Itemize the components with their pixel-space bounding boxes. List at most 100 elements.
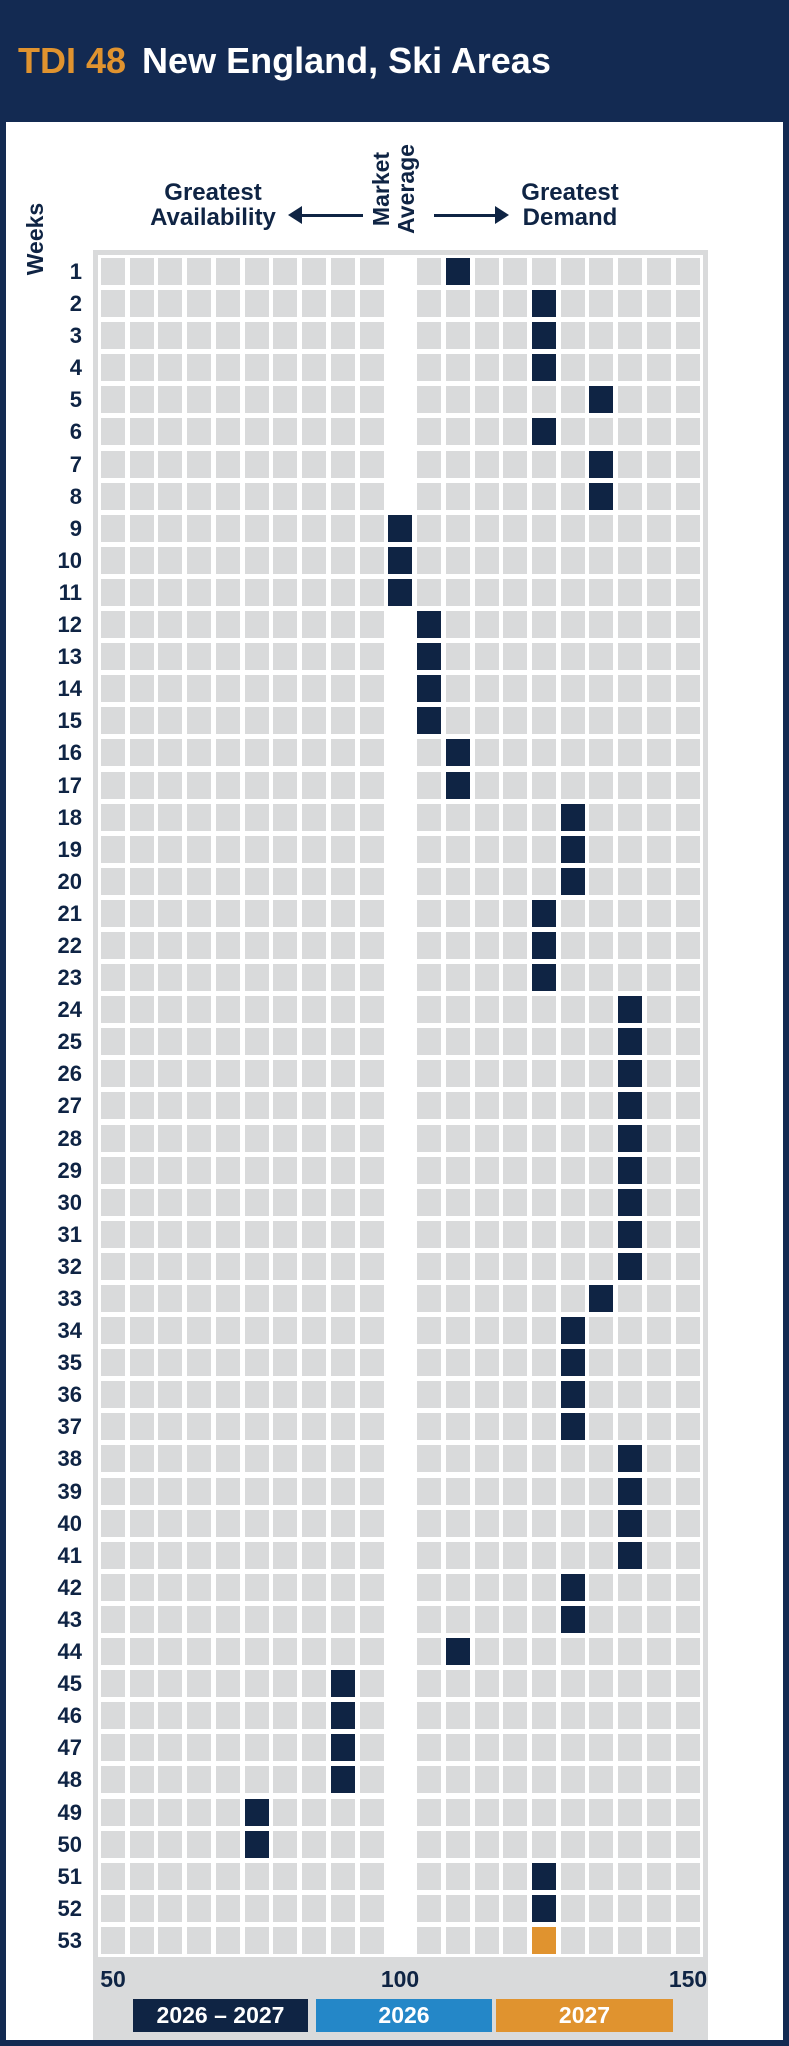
grid-cell — [532, 739, 557, 767]
grid-cell — [445, 1445, 470, 1473]
grid-cell — [215, 514, 240, 542]
grid-cell — [244, 1156, 269, 1184]
grid-cell — [158, 1349, 183, 1377]
grid-cell — [503, 1638, 528, 1666]
grid-cell — [330, 258, 355, 285]
grid-cell — [302, 675, 327, 703]
week-value-cell — [589, 386, 614, 414]
grid-cell — [589, 1188, 614, 1216]
grid-cell — [330, 1220, 355, 1248]
grid-cell — [359, 1766, 384, 1794]
grid-cell — [618, 1573, 643, 1601]
grid-cell — [445, 1477, 470, 1505]
week-value-cell — [417, 675, 442, 703]
grid-cell — [302, 354, 327, 382]
grid-cell — [474, 1317, 499, 1345]
grid-cell — [273, 1734, 298, 1762]
grid-cell — [129, 1541, 154, 1569]
grid-cell — [101, 1381, 125, 1409]
grid-cell — [129, 1188, 154, 1216]
grid-cell — [560, 1702, 585, 1730]
grid-cell — [445, 450, 470, 478]
grid-cell — [273, 1188, 298, 1216]
grid-cell — [158, 771, 183, 799]
grid-cell — [675, 1220, 700, 1248]
grid-cell — [445, 1060, 470, 1088]
grid-cell — [101, 739, 125, 767]
grid-cell — [359, 1445, 384, 1473]
grid-cell — [388, 1349, 412, 1376]
grid-cell — [560, 1894, 585, 1922]
grid-cell — [359, 1509, 384, 1537]
grid-cell — [187, 1092, 212, 1120]
grid-cell — [532, 1798, 557, 1826]
grid-cell — [560, 964, 585, 992]
week-label: 37 — [57, 1414, 82, 1440]
grid-cell — [417, 386, 442, 414]
grid-cell — [158, 803, 183, 831]
grid-cell — [158, 643, 183, 671]
grid-cell — [388, 354, 412, 381]
grid-cell — [215, 1926, 240, 1954]
grid-cell — [302, 1477, 327, 1505]
grid-cell — [474, 1541, 499, 1569]
grid-cell — [532, 867, 557, 895]
grid-cell — [445, 707, 470, 735]
grid-cell — [503, 290, 528, 318]
week-value-cell — [618, 1092, 643, 1120]
grid-cell — [359, 1477, 384, 1505]
grid-cell — [503, 931, 528, 959]
grid-cell — [101, 450, 125, 478]
grid-cell — [560, 1670, 585, 1698]
grid-cell — [215, 899, 240, 927]
grid-cell — [330, 1317, 355, 1345]
grid-cell — [273, 1156, 298, 1184]
grid-cell — [532, 1830, 557, 1858]
grid-cell — [445, 964, 470, 992]
grid-cell — [589, 707, 614, 735]
grid-cell — [618, 258, 643, 285]
grid-cell — [474, 1092, 499, 1120]
grid-cell — [330, 1830, 355, 1858]
market-average-label: Market Average — [368, 129, 419, 249]
grid-cell — [158, 707, 183, 735]
week-label: 47 — [57, 1735, 82, 1761]
grid-cell — [589, 1509, 614, 1537]
grid-cell — [359, 1638, 384, 1666]
grid-cell — [675, 931, 700, 959]
grid-cell — [359, 1573, 384, 1601]
grid-cell — [244, 450, 269, 478]
grid-cell — [187, 1702, 212, 1730]
grid-cell — [330, 1028, 355, 1056]
grid-cell — [101, 1445, 125, 1473]
right-arrow-icon — [495, 206, 509, 224]
week-label: 18 — [57, 804, 82, 830]
grid-cell — [474, 546, 499, 574]
grid-cell — [158, 482, 183, 510]
grid-cell — [273, 1349, 298, 1377]
grid-cell — [359, 1670, 384, 1698]
grid-cell — [302, 1188, 327, 1216]
week-value-cell — [560, 1573, 585, 1601]
grid-cell — [244, 482, 269, 510]
grid-cell — [187, 996, 212, 1024]
grid-cell — [158, 386, 183, 414]
grid-cell — [646, 1124, 671, 1152]
grid-cell — [330, 1445, 355, 1473]
grid-cell — [417, 1702, 442, 1730]
grid-cell — [388, 868, 412, 895]
grid-cell — [302, 1605, 327, 1633]
grid-cell — [215, 1766, 240, 1794]
grid-cell — [359, 1060, 384, 1088]
grid-cell — [675, 1477, 700, 1505]
week-value-cell — [532, 290, 557, 318]
grid-cell — [158, 1509, 183, 1537]
grid-cell — [560, 1028, 585, 1056]
grid-cell — [560, 258, 585, 285]
grid-cell — [388, 258, 412, 285]
grid-cell — [646, 418, 671, 446]
grid-cell — [646, 386, 671, 414]
grid-cell — [101, 1702, 125, 1730]
grid-cell — [503, 611, 528, 639]
grid-cell — [330, 1349, 355, 1377]
